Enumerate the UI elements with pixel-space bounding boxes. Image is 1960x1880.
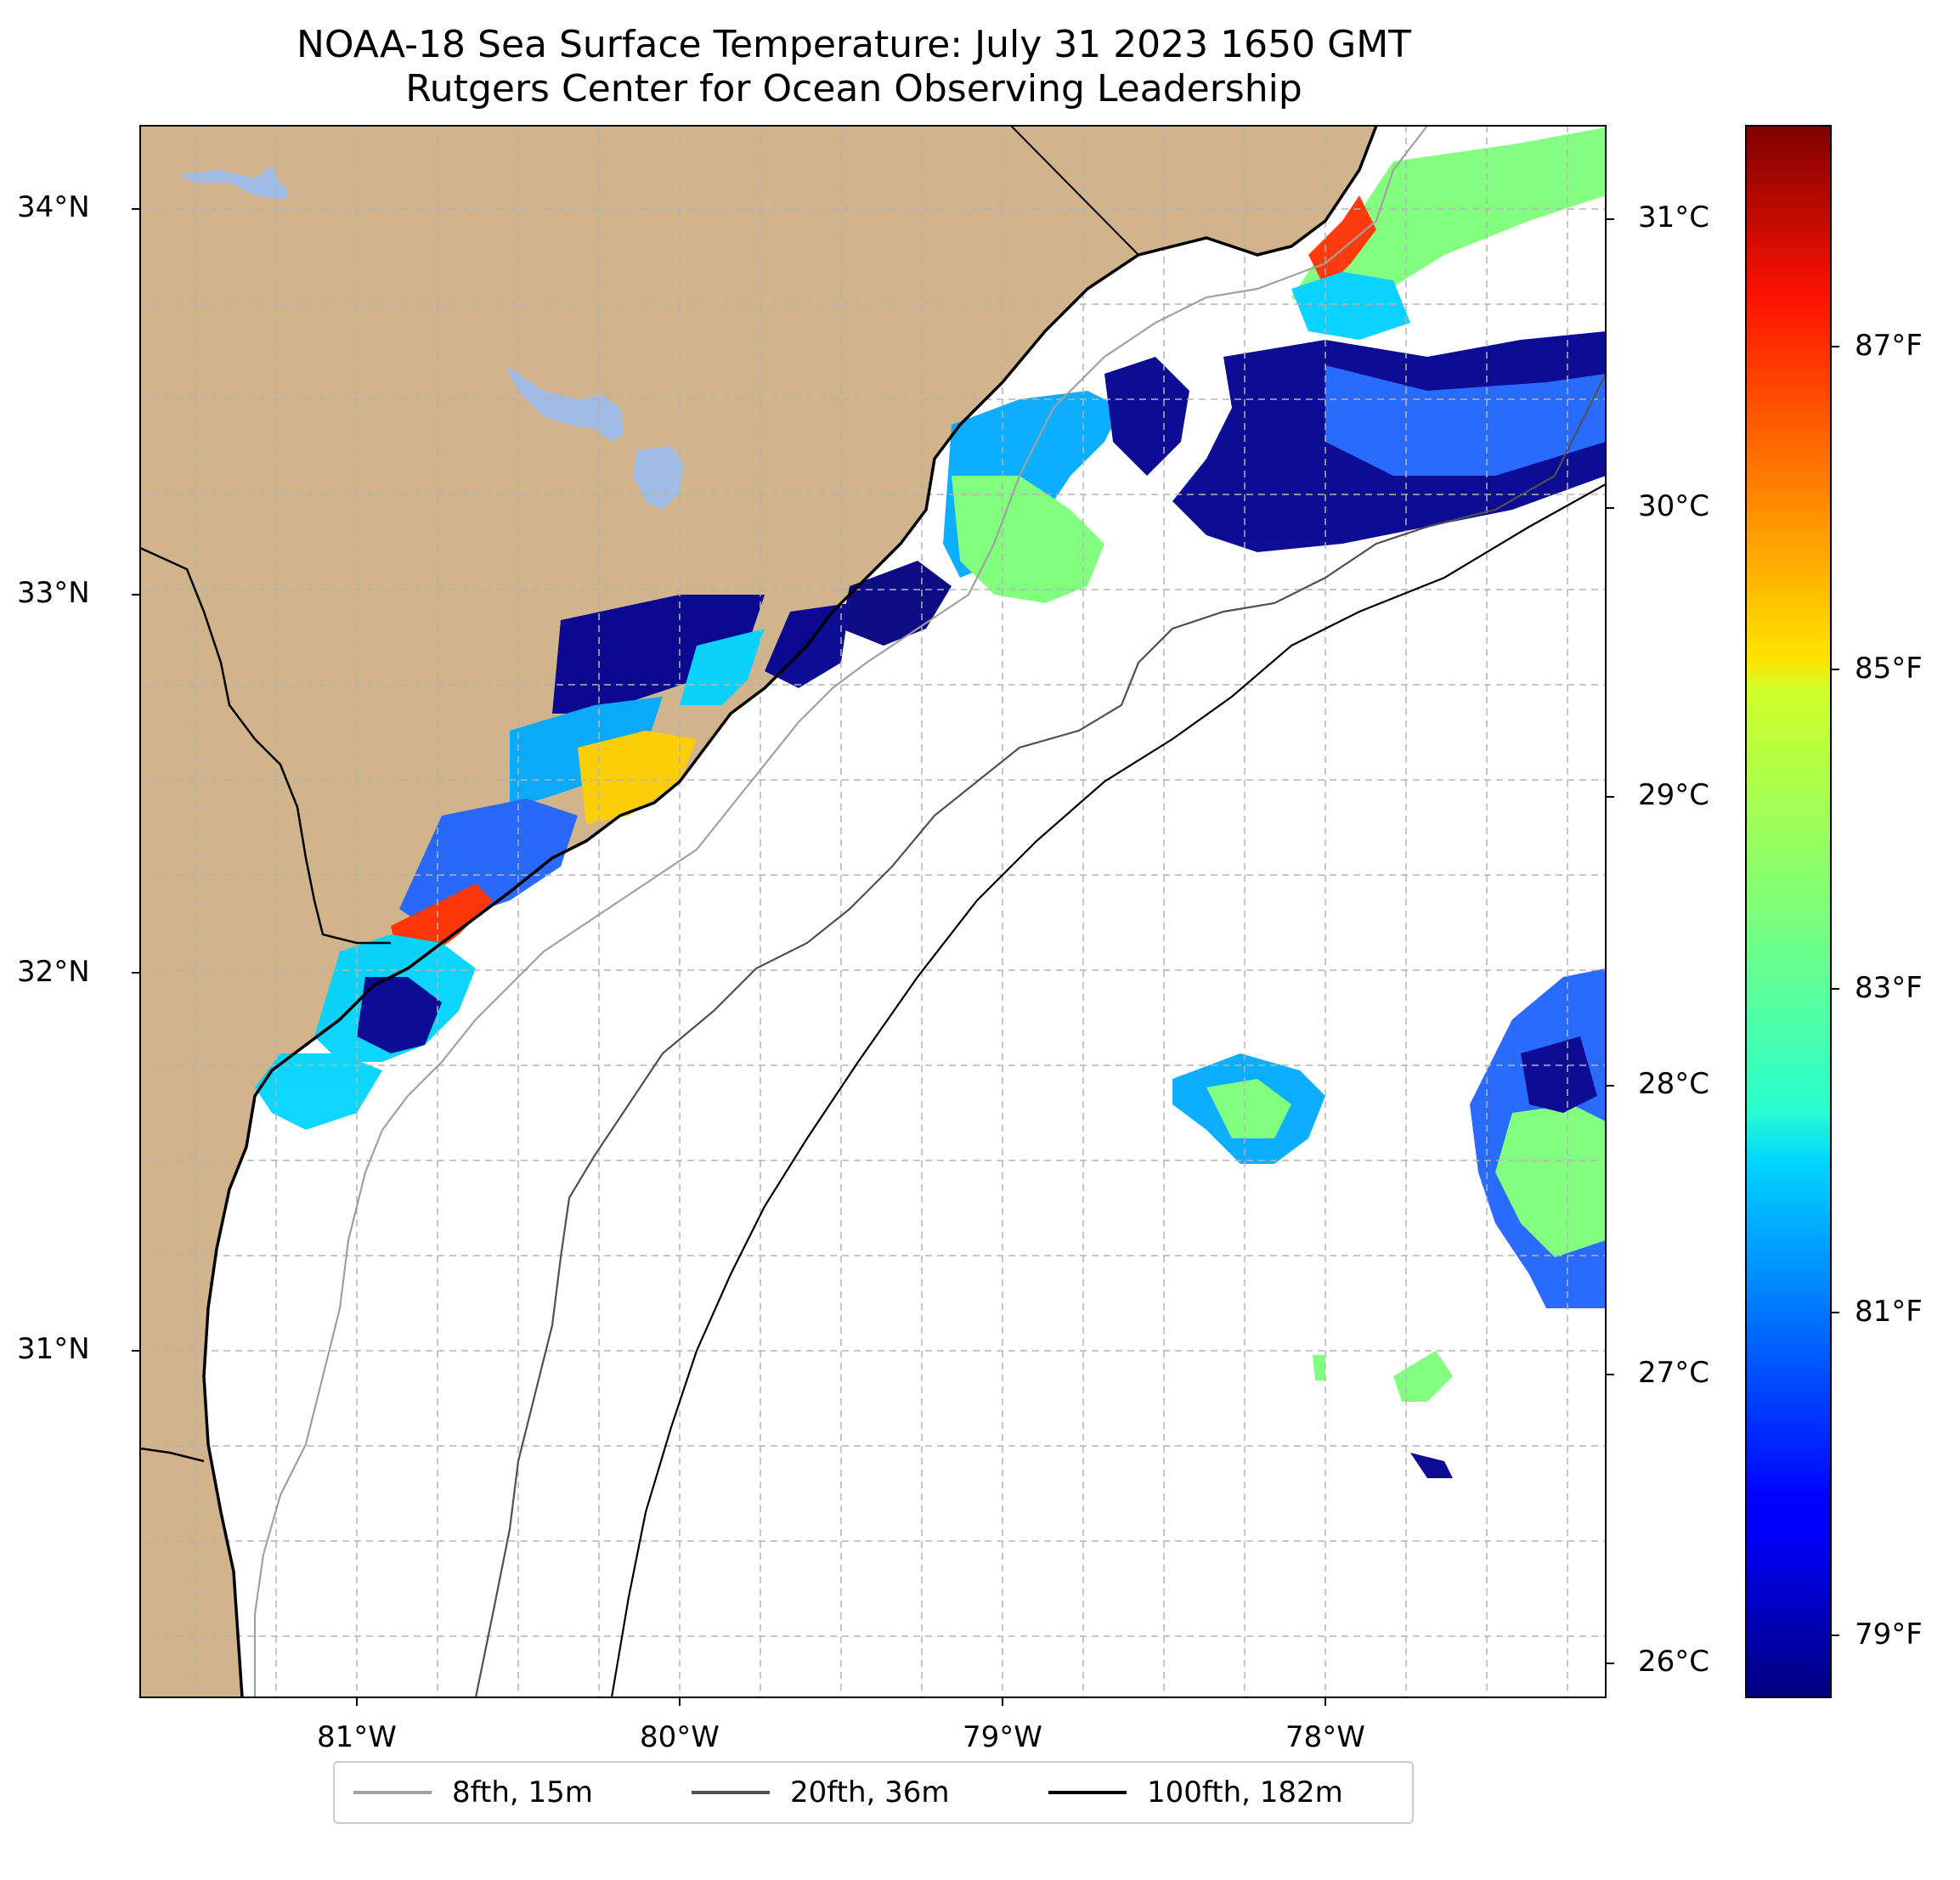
land <box>140 126 1376 1697</box>
contour-20fth <box>474 373 1606 1697</box>
legend-label-20fth: 20fth, 36m <box>790 1776 950 1809</box>
coastline <box>202 126 1378 1697</box>
contour-100fth <box>610 483 1606 1697</box>
cbar-label-85f: 85°F <box>1855 652 1923 686</box>
cbar-label-87f: 87°F <box>1855 329 1923 363</box>
axis-ticks <box>132 208 1326 1706</box>
legend-item-8fth: 8fth, 15m <box>353 1763 593 1822</box>
state-border-nc-sc <box>1010 126 1139 256</box>
lat-label-33n: 33°N <box>17 576 90 610</box>
map-subtitle: Rutgers Center for Ocean Observing Leade… <box>405 67 1302 110</box>
cbar-label-26c: 26°C <box>1638 1645 1710 1679</box>
legend-line-100fth <box>1048 1791 1127 1794</box>
colorbar-ticks <box>1606 218 1839 1664</box>
lon-label-78w: 78°W <box>1285 1720 1365 1754</box>
lat-label-34n: 34°N <box>17 190 90 224</box>
lon-label-80w: 80°W <box>640 1720 720 1754</box>
legend-line-20fth <box>692 1791 770 1794</box>
map-title: NOAA-18 Sea Surface Temperature: July 31… <box>296 23 1412 66</box>
cbar-label-29c: 29°C <box>1638 778 1710 812</box>
lon-label-81w: 81°W <box>317 1720 397 1754</box>
legend-line-8fth <box>353 1791 432 1794</box>
sst-data <box>255 127 1606 1478</box>
map-panel <box>140 126 1606 1697</box>
cbar-label-31c: 31°C <box>1638 200 1710 234</box>
contour-8fth <box>253 126 1428 1697</box>
lake-marion <box>506 365 624 442</box>
legend-label-100fth: 100fth, 182m <box>1147 1776 1343 1809</box>
legend-item-20fth: 20fth, 36m <box>692 1763 950 1822</box>
cbar-label-30c: 30°C <box>1638 489 1710 523</box>
lon-label-79w: 79°W <box>963 1720 1042 1754</box>
cbar-label-28c: 28°C <box>1638 1067 1710 1101</box>
cbar-label-83f: 83°F <box>1855 971 1923 1005</box>
legend-item-100fth: 100fth, 182m <box>1048 1763 1343 1822</box>
state-border-ga-fl <box>140 1447 205 1463</box>
lat-label-31n: 31°N <box>17 1332 90 1366</box>
colorbar <box>1745 125 1832 1698</box>
legend: 8fth, 15m 20fth, 36m 100fth, 182m <box>333 1761 1414 1824</box>
cbar-label-81f: 81°F <box>1855 1295 1923 1329</box>
gridlines <box>140 126 1606 1697</box>
lat-label-32n: 32°N <box>17 955 90 989</box>
legend-label-8fth: 8fth, 15m <box>452 1776 593 1809</box>
cbar-label-79f: 79°F <box>1855 1617 1923 1651</box>
lake-top <box>178 166 289 200</box>
cbar-label-27c: 27°C <box>1638 1356 1710 1390</box>
state-border-sc-ga <box>140 546 391 945</box>
